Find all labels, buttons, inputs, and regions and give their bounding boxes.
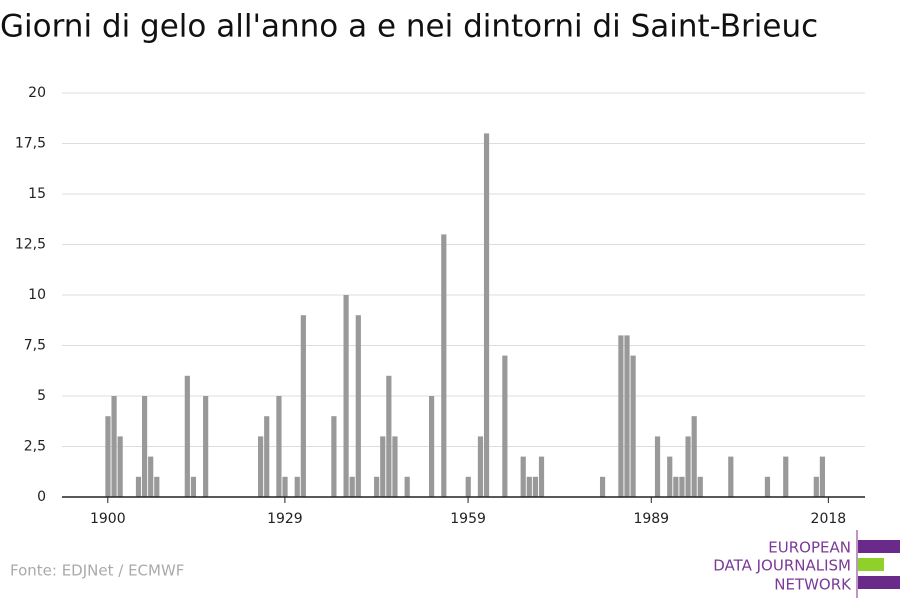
bar: [520, 456, 526, 497]
bar: [691, 416, 697, 497]
bar: [502, 355, 508, 497]
bar: [392, 436, 398, 497]
bar: [154, 476, 160, 497]
source: Fonte: EDJNet / ECMWF: [10, 562, 184, 580]
bar: [141, 396, 148, 497]
logo-text: EUROPEAN: [768, 539, 851, 557]
bar: [685, 436, 691, 497]
bar: [184, 375, 190, 497]
bar: [148, 456, 154, 497]
bar: [819, 456, 826, 497]
bar: [276, 396, 282, 497]
y-tick-label: 2,5: [24, 439, 46, 455]
bar: [477, 436, 484, 497]
bar: [117, 436, 123, 497]
logo-text: NETWORK: [774, 576, 852, 594]
x-tick-label: 1989: [633, 511, 669, 527]
bar: [618, 335, 624, 497]
bar: [428, 396, 435, 497]
bar: [813, 476, 819, 497]
bar: [538, 456, 545, 497]
logo-bar: [858, 576, 900, 589]
bar: [294, 476, 300, 497]
bar: [264, 416, 270, 497]
bar: [679, 476, 685, 497]
bar: [258, 436, 264, 497]
logo-bar: [858, 540, 900, 553]
bar: [404, 476, 410, 497]
bar: [203, 396, 209, 497]
y-tick-label: 20: [28, 85, 46, 101]
bar: [783, 456, 789, 497]
bar: [654, 436, 661, 497]
bar: [697, 476, 703, 497]
y-tick-label: 0: [37, 489, 46, 505]
bar: [673, 476, 679, 497]
bar: [441, 234, 447, 497]
bar: [599, 476, 606, 497]
y-tick-label: 7,5: [24, 338, 46, 354]
bar: [374, 476, 380, 497]
bar: [282, 476, 288, 497]
bar: [728, 456, 734, 497]
bar: [343, 295, 349, 497]
y-tick-label: 5: [37, 388, 46, 404]
bar: [526, 476, 532, 497]
bar: [190, 476, 197, 497]
bar: [349, 476, 355, 497]
bar: [355, 315, 361, 497]
x-tick-label: 1900: [90, 511, 126, 527]
x-tick-label: 1959: [450, 511, 486, 527]
chart-title: Giorni di gelo all'anno a e nei dintorni…: [0, 9, 818, 45]
y-tick-label: 15: [28, 186, 46, 202]
bar: [483, 133, 490, 497]
bar: [465, 476, 471, 497]
y-tick-label: 10: [28, 287, 46, 303]
x-tick-label: 1929: [267, 511, 303, 527]
bar: [105, 416, 111, 497]
bar: [667, 456, 673, 497]
x-tick-label: 2018: [811, 511, 847, 527]
bar: [532, 476, 538, 497]
bar: [630, 355, 636, 497]
bar: [386, 375, 392, 497]
bar: [331, 416, 337, 497]
bar: [300, 315, 306, 497]
y-tick-label: 12,5: [15, 237, 46, 253]
logo-text: DATA JOURNALISM: [713, 557, 851, 575]
bar: [111, 396, 117, 497]
y-tick-label: 17,5: [15, 136, 46, 152]
bar: [135, 476, 142, 497]
bar: [624, 335, 630, 497]
logo-bar: [858, 558, 884, 571]
bar: [380, 436, 386, 497]
bar: [764, 476, 771, 497]
